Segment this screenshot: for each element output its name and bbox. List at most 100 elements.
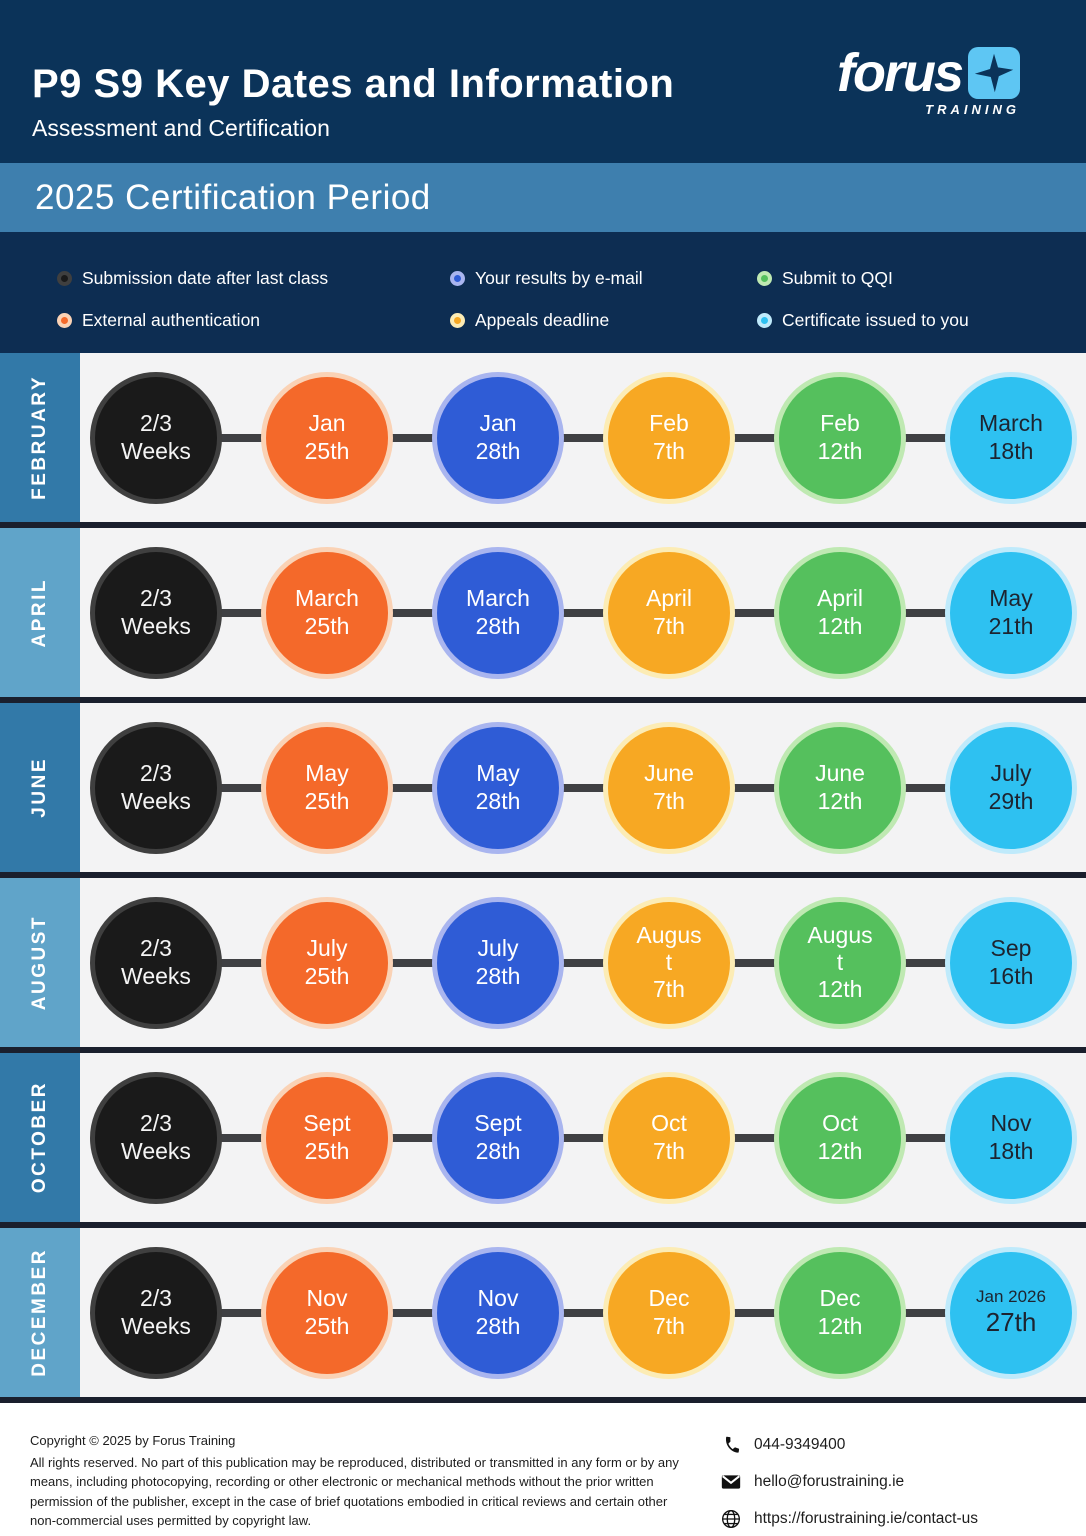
node-amber: June 7th <box>603 721 735 854</box>
node-text-line: 7th <box>653 787 685 814</box>
legend-label: Submission date after last class <box>82 267 329 288</box>
connector-line <box>387 608 438 617</box>
row-track: 2/3 Weeks May 25th May 28th June 7th June 12th Jul… <box>80 703 1086 872</box>
copyright-block: Copyright © 2025 by Forus Training All r… <box>30 1431 690 1531</box>
blue-legend-dot-icon <box>450 270 465 286</box>
copyright-line: Copyright © 2025 by Forus Training <box>30 1433 236 1448</box>
node-blue: Jan 28th <box>432 371 564 504</box>
timeline-row-october: OCTOBER 2/3 Weeks Sept 25th Sept 28th Oct 7th Oc… <box>0 1053 1086 1228</box>
connector-line <box>729 1308 780 1317</box>
connector-line <box>729 783 780 792</box>
connector-line <box>558 1133 609 1142</box>
node-green: June 12th <box>774 721 906 854</box>
legend-item: Your results by e-mail <box>450 268 757 289</box>
connector-line <box>900 608 951 617</box>
contact-text: 044-9349400 <box>754 1436 846 1453</box>
node-text-line: 28th <box>475 962 521 989</box>
node-text-line: 7th <box>653 1137 685 1164</box>
node-green: Feb 12th <box>774 371 906 504</box>
node-text-line: 28th <box>475 1312 521 1339</box>
orange-legend-dot-icon <box>57 312 72 328</box>
node-black: 2/3 Weeks <box>90 896 222 1029</box>
certification-period-title: 2025 Certification Period <box>35 177 431 217</box>
node-text-line: Nov <box>306 1285 348 1312</box>
footer: Copyright © 2025 by Forus Training All r… <box>0 1403 1086 1531</box>
node-text-line: 29th <box>988 787 1034 814</box>
node-text-line: April <box>645 585 692 612</box>
month-tab: OCTOBER <box>0 1053 80 1222</box>
connector-line <box>729 958 780 967</box>
connector-line <box>729 608 780 617</box>
node-text-line: 12th <box>817 437 863 464</box>
node-black: 2/3 Weeks <box>90 371 222 504</box>
connector-line <box>216 958 267 967</box>
node-text-line: 25th <box>304 787 350 814</box>
row-track: 2/3 Weeks March 25th March 28th April 7th April 1… <box>80 528 1086 697</box>
certification-period-band: 2025 Certification Period <box>0 163 1086 232</box>
node-text-line: Weeks <box>121 612 191 639</box>
node-orange: March 25th <box>261 546 393 679</box>
month-tab: APRIL <box>0 528 80 697</box>
node-text-line: 25th <box>304 962 350 989</box>
node-text-line: Jan <box>308 410 346 437</box>
green-legend-dot-icon <box>757 270 772 286</box>
node-text-line: 28th <box>475 1137 521 1164</box>
node-text-line: 28th <box>475 787 521 814</box>
node-text-line: 2/3 <box>140 1110 172 1137</box>
contact-block: 044-9349400 hello@forustraining.ie https:/… <box>721 1431 1056 1531</box>
node-blue: July 28th <box>432 896 564 1029</box>
node-green: April 12th <box>774 546 906 679</box>
node-text-line: May <box>305 760 349 787</box>
connector-line <box>387 433 438 442</box>
node-text-line: March <box>979 410 1043 437</box>
node-text-line: 2/3 <box>140 1285 172 1312</box>
row-separator <box>0 872 1086 878</box>
connector-line <box>729 1133 780 1142</box>
node-orange: May 25th <box>261 721 393 854</box>
node-text-line: Jan 2026 <box>976 1287 1046 1307</box>
month-tab: DECEMBER <box>0 1228 80 1397</box>
connector-line <box>216 608 267 617</box>
month-tab: JUNE <box>0 703 80 872</box>
sky-legend-dot-icon <box>757 312 772 328</box>
legend: Submission date after last class Externa… <box>0 232 1086 353</box>
node-text-line: June <box>644 760 694 787</box>
month-tab: AUGUST <box>0 878 80 1047</box>
contact-text: https://forustraining.ie/contact-us <box>754 1510 979 1527</box>
connector-line <box>387 783 438 792</box>
amber-legend-dot-icon <box>450 312 465 328</box>
node-orange: Jan 25th <box>261 371 393 504</box>
timeline: FEBRUARY 2/3 Weeks Jan 25th Jan 28th Feb 7th Feb… <box>0 353 1086 1403</box>
row-track: 2/3 Weeks Nov 25th Nov 28th Dec 7th Dec 12th Jan 2… <box>80 1228 1086 1397</box>
contact-globe[interactable]: https://forustraining.ie/contact-us <box>721 1509 1056 1529</box>
node-text-line: 2/3 <box>140 760 172 787</box>
node-black: 2/3 Weeks <box>90 546 222 679</box>
contact-mail[interactable]: hello@forustraining.ie <box>721 1472 1056 1492</box>
connector-line <box>216 1133 267 1142</box>
connector-line <box>729 433 780 442</box>
timeline-row-august: AUGUST 2/3 Weeks July 25th July 28th Augus t 7th… <box>0 878 1086 1053</box>
contact-phone[interactable]: 044-9349400 <box>721 1435 1056 1455</box>
node-text-line: Weeks <box>121 962 191 989</box>
logo-star-icon <box>968 47 1020 99</box>
legend-label: Your results by e-mail <box>475 267 643 288</box>
node-green: Oct 12th <box>774 1071 906 1204</box>
node-text-line: 18th <box>988 437 1034 464</box>
node-blue: Sept 28th <box>432 1071 564 1204</box>
node-text-line: 7th <box>653 437 685 464</box>
timeline-row-april: APRIL 2/3 Weeks March 25th March 28th April 7th… <box>0 528 1086 703</box>
logo-training-label: TRAINING <box>925 102 1020 117</box>
row-track: 2/3 Weeks Jan 25th Jan 28th Feb 7th Feb 12th March… <box>80 353 1086 522</box>
node-text-line: Weeks <box>121 1137 191 1164</box>
timeline-row-june: JUNE 2/3 Weeks May 25th May 28th June 7th June 12… <box>0 703 1086 878</box>
node-text-line: Augus <box>807 921 873 948</box>
node-text-line: Feb <box>820 410 860 437</box>
rights-text: All rights reserved. No part of this pub… <box>30 1454 679 1529</box>
month-label: APRIL <box>29 577 50 648</box>
node-text-line: 2/3 <box>140 585 172 612</box>
connector-line <box>558 608 609 617</box>
node-text-line: 27th <box>985 1306 1037 1337</box>
connector-line <box>900 433 951 442</box>
node-amber: Feb 7th <box>603 371 735 504</box>
row-separator <box>0 522 1086 528</box>
